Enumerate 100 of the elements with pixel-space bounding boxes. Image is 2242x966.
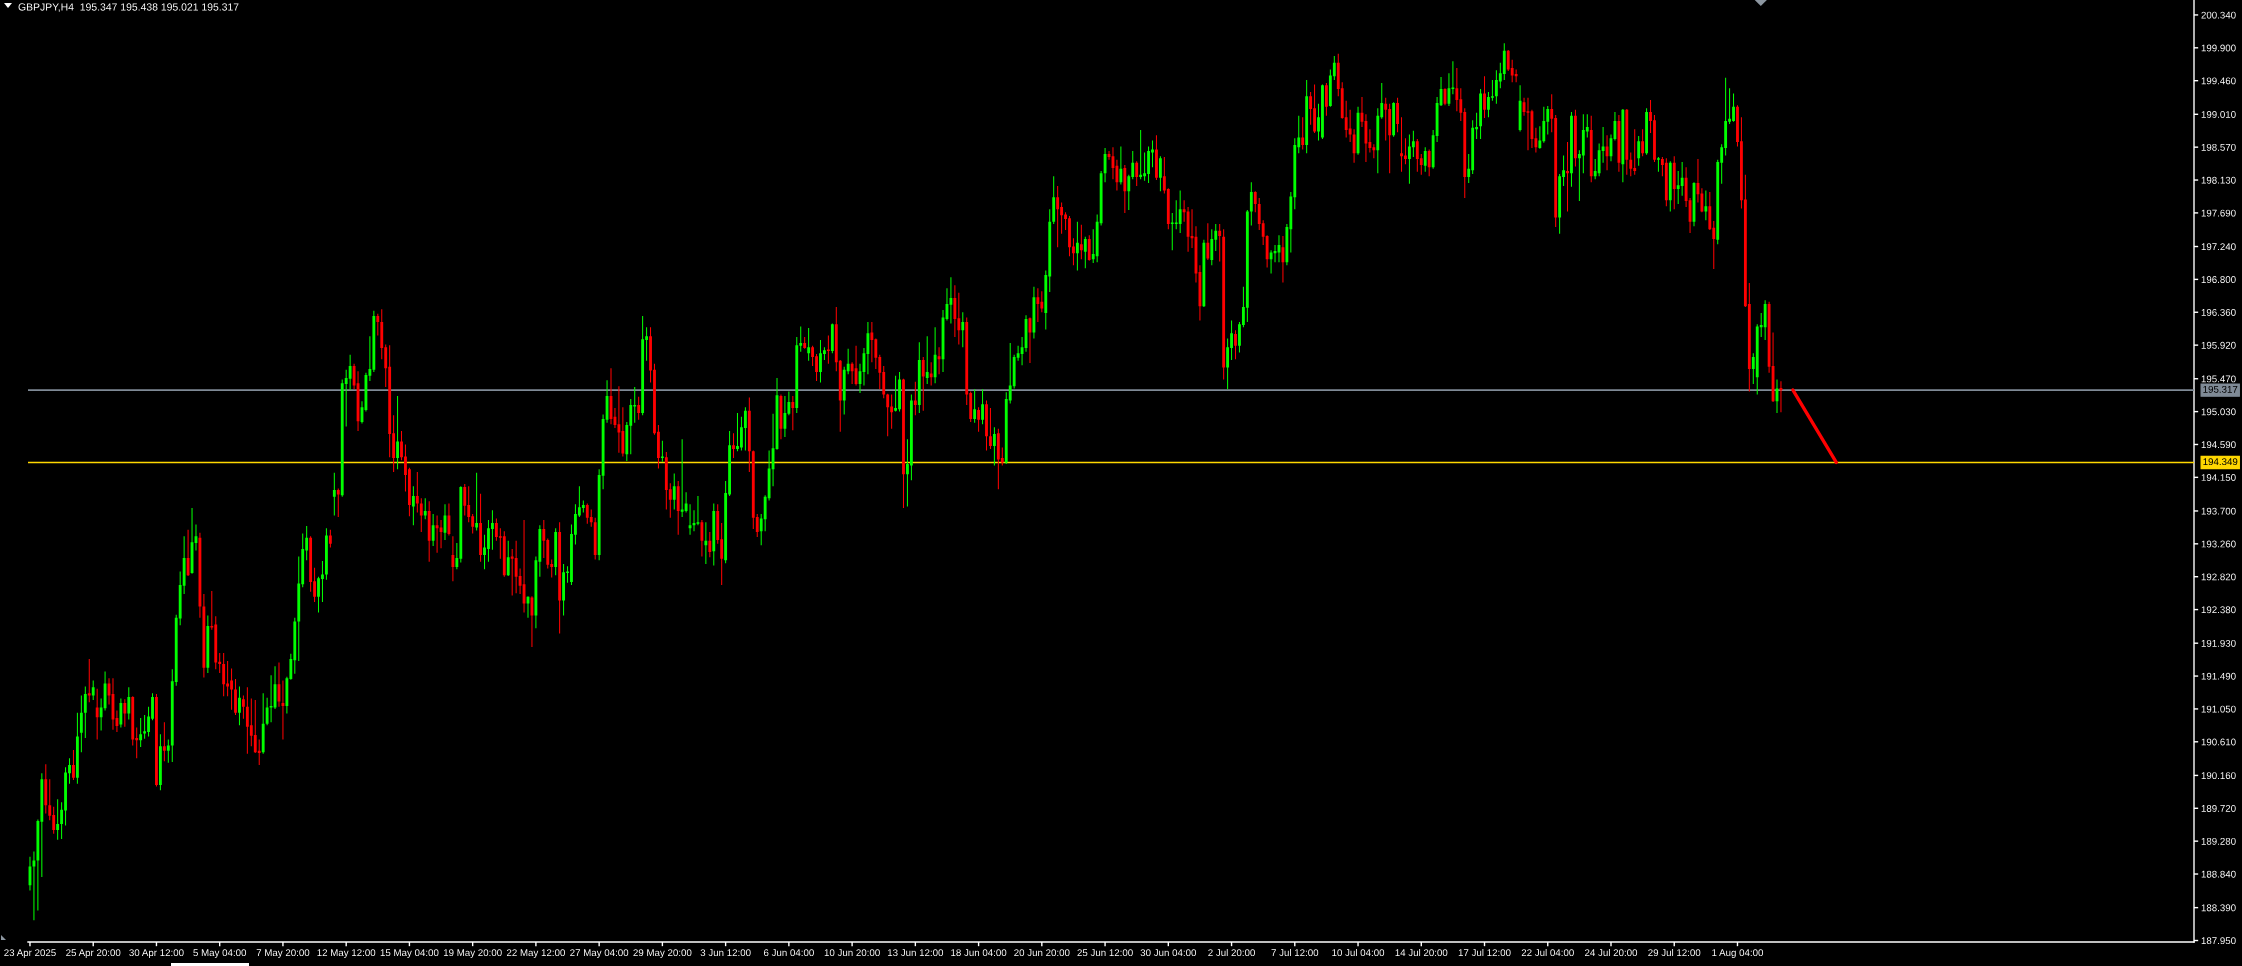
candlestick bbox=[1668, 161, 1672, 212]
candlestick bbox=[1775, 379, 1779, 414]
y-tick-label: 198.130 bbox=[2201, 176, 2236, 184]
y-tick-label: 196.360 bbox=[2201, 308, 2236, 316]
candlestick bbox=[95, 688, 99, 740]
candlestick bbox=[1415, 138, 1419, 172]
x-tick-label: 17 Jul 12:00 bbox=[1458, 948, 1511, 957]
candlestick bbox=[443, 504, 447, 541]
candlestick bbox=[688, 504, 692, 535]
candlestick bbox=[419, 498, 423, 532]
y-tick-label: 187.950 bbox=[2201, 937, 2236, 945]
candlestick bbox=[585, 503, 589, 524]
candlestick bbox=[162, 722, 166, 762]
candlestick bbox=[241, 695, 245, 719]
x-tick-label: 22 May 12:00 bbox=[506, 949, 565, 959]
candlestick bbox=[708, 531, 712, 558]
candlestick bbox=[886, 393, 890, 437]
candlestick bbox=[206, 615, 210, 674]
candlestick bbox=[1253, 191, 1257, 213]
candlestick bbox=[1190, 209, 1194, 249]
candlestick bbox=[155, 693, 158, 787]
candlestick bbox=[1075, 221, 1079, 271]
candlestick bbox=[937, 347, 941, 375]
candlestick bbox=[265, 697, 269, 726]
candlestick bbox=[1036, 288, 1040, 322]
candlestick bbox=[1123, 165, 1127, 213]
candlestick bbox=[360, 401, 364, 424]
y-tick-label: 188.390 bbox=[2201, 904, 2236, 912]
candlestick bbox=[1479, 88, 1482, 139]
candlestick bbox=[1641, 129, 1645, 157]
candlestick bbox=[898, 372, 901, 412]
candlestick bbox=[1155, 135, 1158, 181]
x-tick-label: 3 Jun 12:00 bbox=[700, 949, 751, 957]
candlestick bbox=[672, 473, 676, 510]
candlestick bbox=[427, 501, 431, 562]
candlestick bbox=[961, 312, 965, 348]
x-tick-label: 14 Jul 20:00 bbox=[1395, 948, 1448, 957]
candlestick bbox=[1218, 224, 1222, 262]
candlestick bbox=[1158, 156, 1162, 192]
candlestick bbox=[1301, 117, 1305, 150]
x-tick-label: 27 May 04:00 bbox=[570, 949, 629, 959]
y-tick-label: 194.590 bbox=[2201, 441, 2236, 449]
y-tick-label: 191.490 bbox=[2201, 672, 2236, 680]
x-tick-label: 6 Jun 04:00 bbox=[763, 949, 814, 957]
y-tick-label: 191.050 bbox=[2201, 705, 2236, 713]
candlestick bbox=[830, 323, 834, 354]
candlestick bbox=[83, 686, 87, 739]
candlestick bbox=[1139, 129, 1143, 180]
candlestick bbox=[423, 498, 427, 520]
candlestick bbox=[981, 389, 984, 425]
candlestick bbox=[1633, 129, 1637, 175]
candlestick bbox=[44, 764, 48, 814]
y-tick-label: 197.240 bbox=[2201, 243, 2236, 251]
y-tick-label: 194.150 bbox=[2201, 474, 2236, 481]
candlestick bbox=[1609, 134, 1613, 162]
candlestick bbox=[1518, 85, 1522, 132]
x-tick-label: 18 Jun 04:00 bbox=[951, 949, 1007, 957]
candlestick bbox=[1570, 112, 1573, 187]
candlestick bbox=[1763, 300, 1767, 340]
candlestick bbox=[929, 362, 933, 386]
x-tick-label: 24 Jul 20:00 bbox=[1585, 948, 1638, 957]
y-tick-label: 197.690 bbox=[2201, 209, 2236, 217]
candlestick bbox=[245, 687, 249, 754]
x-tick-label: 20 Jun 20:00 bbox=[1014, 949, 1070, 957]
candlestick bbox=[1645, 108, 1648, 155]
candlestick bbox=[238, 686, 241, 726]
candlestick bbox=[696, 496, 700, 526]
candlestick bbox=[747, 397, 751, 473]
candlestick bbox=[79, 695, 83, 753]
candlestick bbox=[791, 395, 795, 431]
y-tick-label: 191.930 bbox=[2201, 639, 2236, 647]
candlestick bbox=[562, 564, 565, 616]
candlestick bbox=[1324, 82, 1328, 116]
candlestick bbox=[917, 342, 921, 414]
candlestick bbox=[202, 593, 206, 678]
candlestick bbox=[328, 529, 332, 548]
candlestick bbox=[1423, 147, 1427, 172]
x-tick-label: 13 Jun 12:00 bbox=[887, 949, 944, 957]
candlestick bbox=[222, 652, 226, 697]
y-tick-label: 200.340 bbox=[2201, 11, 2236, 19]
candlestick bbox=[411, 486, 415, 526]
y-tick-label: 190.160 bbox=[2201, 772, 2236, 780]
candlestick bbox=[1079, 224, 1083, 260]
y-tick-label: 189.720 bbox=[2201, 805, 2236, 812]
x-tick-label: 22 Jul 04:00 bbox=[1521, 948, 1574, 957]
candlestick bbox=[451, 536, 455, 582]
candlestick bbox=[123, 699, 127, 727]
candlestick bbox=[1566, 141, 1569, 212]
candlestick bbox=[1396, 97, 1399, 133]
candlestick bbox=[1617, 115, 1621, 172]
candlestick bbox=[1407, 134, 1411, 184]
candlestick bbox=[712, 503, 716, 566]
candlestick bbox=[396, 395, 399, 470]
candlestick bbox=[1360, 97, 1364, 127]
y-tick-label: 195.030 bbox=[2201, 408, 2236, 416]
candlestick bbox=[593, 517, 597, 560]
y-tick-label: 189.280 bbox=[2201, 837, 2236, 845]
candlestick bbox=[1202, 239, 1206, 308]
candlestick bbox=[1222, 229, 1226, 380]
candlestick bbox=[1119, 146, 1123, 185]
